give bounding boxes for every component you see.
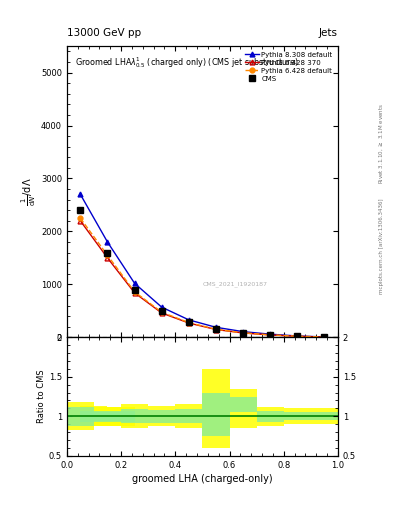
CMS <box>322 334 327 340</box>
Pythia 6.428 370 <box>187 320 191 326</box>
Text: Jets: Jets <box>319 28 338 38</box>
Pythia 6.428 370 <box>105 255 110 261</box>
Pythia 6.428 370 <box>78 218 83 224</box>
Pythia 8.308 default <box>160 304 164 310</box>
Bar <box>311 409 338 424</box>
Bar <box>81 411 108 422</box>
CMS <box>187 319 191 325</box>
Bar <box>202 393 230 436</box>
CMS <box>268 332 273 338</box>
Pythia 6.428 default <box>132 289 137 295</box>
CMS <box>132 287 137 293</box>
Text: 13000 GeV pp: 13000 GeV pp <box>67 28 141 38</box>
Pythia 8.308 default <box>132 280 137 286</box>
Y-axis label: Ratio to CMS: Ratio to CMS <box>37 370 46 423</box>
Bar <box>175 409 202 423</box>
CMS <box>160 308 164 314</box>
Bar <box>108 411 135 422</box>
Line: Pythia 6.428 370: Pythia 6.428 370 <box>78 219 327 339</box>
Bar <box>257 411 284 422</box>
Bar <box>202 369 230 448</box>
Bar <box>121 404 148 428</box>
Pythia 8.308 default <box>187 317 191 323</box>
CMS <box>78 207 83 214</box>
Pythia 6.428 default <box>78 215 83 221</box>
Y-axis label: $\frac{1}{\mathrm{d}N} / \mathrm{d}\Lambda$: $\frac{1}{\mathrm{d}N} / \mathrm{d}\Lamb… <box>20 177 38 206</box>
Pythia 8.308 default <box>241 329 245 335</box>
Pythia 6.428 370 <box>132 290 137 296</box>
Bar <box>67 407 94 425</box>
CMS <box>214 326 219 332</box>
Pythia 6.428 default <box>322 334 327 340</box>
Bar <box>230 389 257 428</box>
Line: Pythia 8.308 default: Pythia 8.308 default <box>78 192 327 339</box>
Bar <box>94 412 121 421</box>
Pythia 6.428 default <box>105 252 110 259</box>
Pythia 6.428 default <box>295 333 300 339</box>
CMS <box>241 330 245 336</box>
Pythia 6.428 370 <box>214 327 219 333</box>
Bar <box>311 412 338 420</box>
Pythia 6.428 default <box>268 332 273 338</box>
Pythia 8.308 default <box>105 239 110 245</box>
Text: Rivet 3.1.10, $\geq$ 3.1M events: Rivet 3.1.10, $\geq$ 3.1M events <box>377 103 385 184</box>
Pythia 8.308 default <box>214 324 219 330</box>
Bar <box>94 407 121 425</box>
Pythia 6.428 370 <box>241 330 245 336</box>
Pythia 6.428 370 <box>322 334 327 340</box>
Bar <box>257 407 284 425</box>
Pythia 6.428 default <box>160 309 164 315</box>
Line: CMS: CMS <box>77 207 327 340</box>
Pythia 8.308 default <box>268 331 273 337</box>
Pythia 6.428 370 <box>295 333 300 339</box>
Bar <box>284 412 311 420</box>
Bar <box>108 407 135 425</box>
Pythia 6.428 default <box>241 330 245 336</box>
Pythia 8.308 default <box>322 334 327 340</box>
Line: Pythia 6.428 default: Pythia 6.428 default <box>78 216 327 339</box>
Bar <box>148 406 175 426</box>
Text: Groomed LHA$\lambda^{1}_{0.5}$ (charged only) (CMS jet substructure): Groomed LHA$\lambda^{1}_{0.5}$ (charged … <box>75 55 299 70</box>
Pythia 6.428 370 <box>268 332 273 338</box>
Bar <box>175 404 202 428</box>
Pythia 6.428 default <box>187 319 191 326</box>
Bar <box>121 409 148 423</box>
X-axis label: groomed LHA (charged-only): groomed LHA (charged-only) <box>132 474 273 484</box>
Bar <box>81 406 108 426</box>
Bar <box>67 402 94 431</box>
CMS <box>295 333 300 339</box>
Bar <box>284 409 311 424</box>
Pythia 8.308 default <box>295 333 300 339</box>
Bar <box>230 396 257 412</box>
Text: mcplots.cern.ch [arXiv:1306.3436]: mcplots.cern.ch [arXiv:1306.3436] <box>379 198 384 293</box>
Text: CMS_2021_I1920187: CMS_2021_I1920187 <box>202 281 267 287</box>
Pythia 6.428 default <box>214 326 219 332</box>
Pythia 6.428 370 <box>160 310 164 316</box>
Bar <box>148 410 175 422</box>
CMS <box>105 249 110 255</box>
Legend: Pythia 8.308 default, Pythia 6.428 370, Pythia 6.428 default, CMS: Pythia 8.308 default, Pythia 6.428 370, … <box>242 50 334 84</box>
Pythia 8.308 default <box>78 191 83 198</box>
